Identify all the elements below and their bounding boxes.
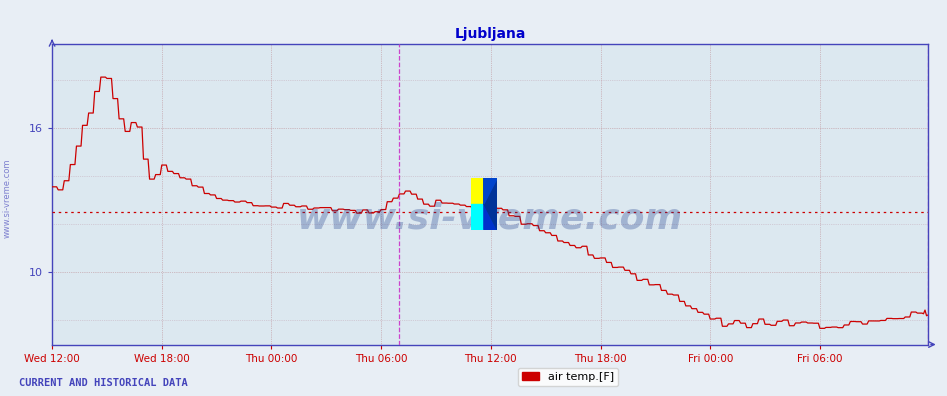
Legend: air temp.[F]: air temp.[F]: [518, 367, 618, 386]
Text: www.si-vreme.com: www.si-vreme.com: [3, 158, 12, 238]
Polygon shape: [471, 204, 484, 230]
Polygon shape: [484, 204, 497, 230]
Text: www.si-vreme.com: www.si-vreme.com: [297, 201, 683, 235]
Text: CURRENT AND HISTORICAL DATA: CURRENT AND HISTORICAL DATA: [19, 378, 188, 388]
Title: Ljubljana: Ljubljana: [455, 27, 526, 41]
Polygon shape: [484, 178, 497, 204]
Polygon shape: [484, 178, 497, 230]
Polygon shape: [471, 178, 484, 204]
